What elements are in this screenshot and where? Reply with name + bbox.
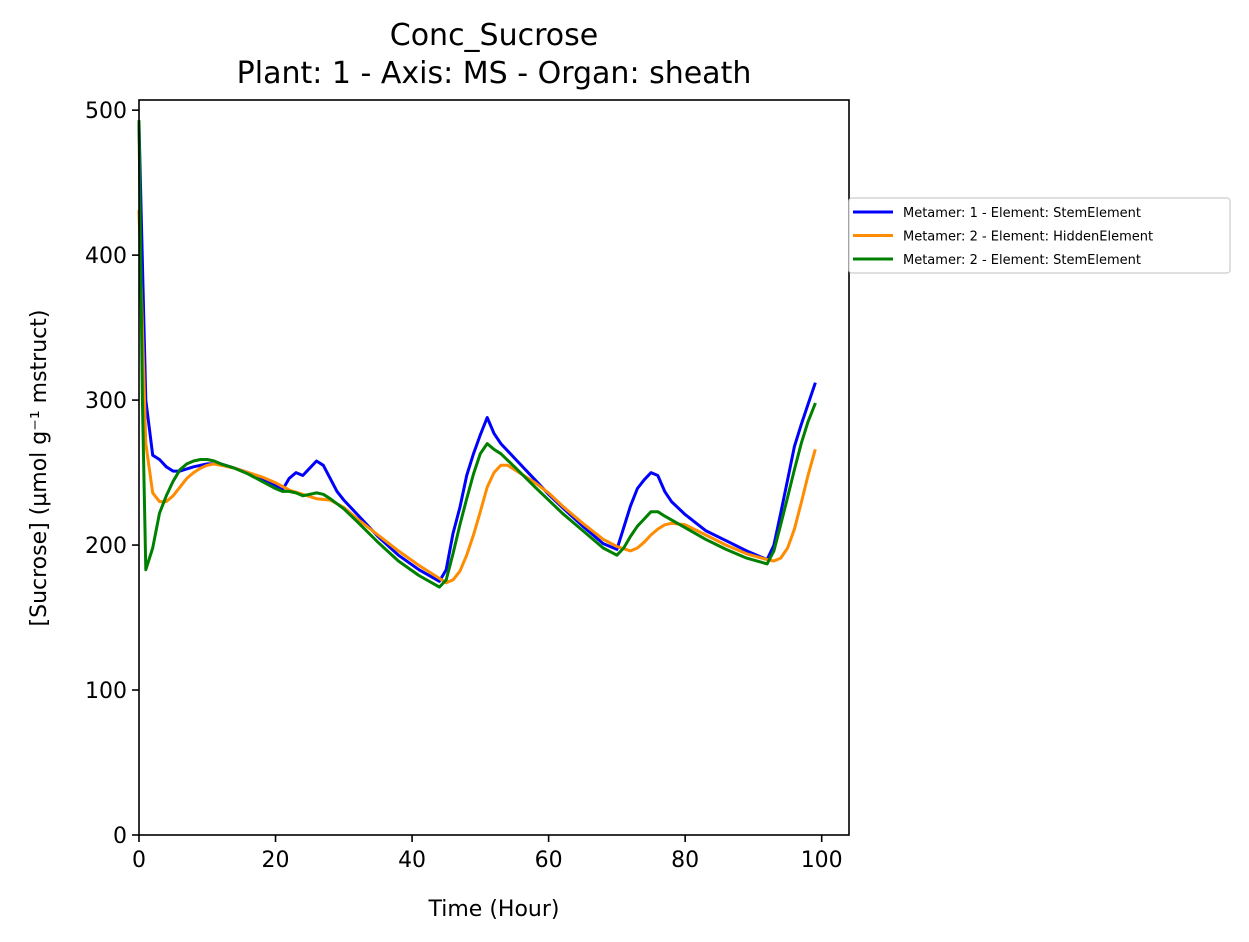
x-tick-label: 100: [801, 848, 843, 873]
y-tick-label: 100: [85, 679, 127, 704]
y-tick-label: 500: [85, 99, 127, 124]
y-tick-label: 200: [85, 534, 127, 559]
plot-frame: [138, 99, 850, 836]
series-line-1: [137, 123, 817, 583]
y-tick-label: 400: [85, 244, 127, 269]
series-line-3: [137, 120, 817, 589]
legend-label-3: Metamer: 2 - Element: StemElement: [903, 253, 1141, 268]
series-layer: [137, 120, 817, 589]
y-axis-label: [Sucrose] (µmol g⁻¹ mstruct): [27, 310, 52, 627]
x-axis-label: Time (Hour): [428, 897, 560, 922]
legend: Metamer: 1 - Element: StemElement Metamer…: [848, 197, 1231, 274]
legend-frame: [848, 197, 1231, 274]
y-tick-label: 0: [113, 824, 127, 849]
ticks-layer: 0 20 40 60 80 100 0 100 200 300 400 500: [85, 99, 843, 873]
x-tick-label: 80: [671, 848, 699, 873]
x-tick-label: 60: [535, 848, 563, 873]
y-tick-label: 300: [85, 389, 127, 414]
x-tick-label: 0: [132, 848, 146, 873]
chart-title: Conc_Sucrose: [390, 18, 598, 53]
legend-label-2: Metamer: 2 - Element: HiddenElement: [903, 230, 1153, 245]
x-tick-label: 40: [398, 848, 426, 873]
legend-label-1: Metamer: 1 - Element: StemElement: [903, 206, 1141, 221]
chart-subtitle: Plant: 1 - Axis: MS - Organ: sheath: [237, 56, 752, 91]
series-line-2: [137, 210, 817, 585]
x-tick-label: 20: [262, 848, 290, 873]
